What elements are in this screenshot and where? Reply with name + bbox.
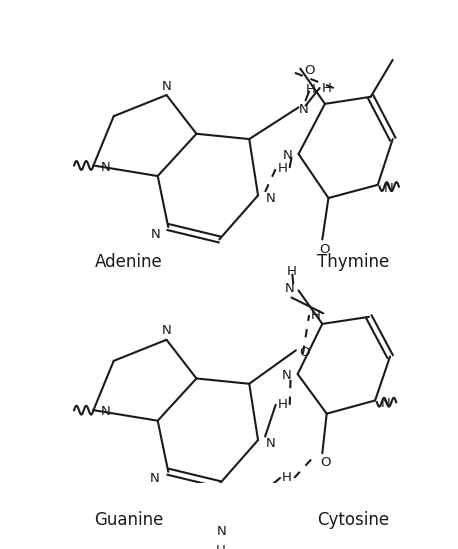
Text: O: O [321,456,331,469]
Text: H: H [311,309,321,322]
Text: N: N [162,80,171,93]
Text: Adenine: Adenine [95,253,163,271]
Text: H: H [306,83,316,96]
Text: N: N [266,437,275,450]
Text: H: H [287,265,296,278]
Text: H: H [215,545,225,549]
Text: O: O [304,64,314,77]
Text: N: N [217,525,227,538]
Text: O: O [319,243,329,256]
Text: N: N [162,324,171,338]
Text: N: N [381,397,391,411]
Text: H: H [282,472,292,484]
Text: H: H [278,163,288,176]
Text: N: N [149,472,159,485]
Text: H: H [278,399,288,411]
Text: N: N [101,405,111,418]
Text: N: N [266,192,275,205]
Text: O: O [300,345,310,358]
Text: Thymine: Thymine [317,253,389,271]
Text: N: N [383,182,393,195]
Text: H: H [322,81,332,94]
Text: N: N [285,282,294,295]
Text: N: N [282,369,292,382]
Text: N: N [151,228,161,240]
Text: N: N [299,103,309,116]
Text: N: N [101,161,111,173]
Text: N: N [283,149,293,163]
Text: Cytosine: Cytosine [317,511,389,529]
Text: Guanine: Guanine [94,511,164,529]
